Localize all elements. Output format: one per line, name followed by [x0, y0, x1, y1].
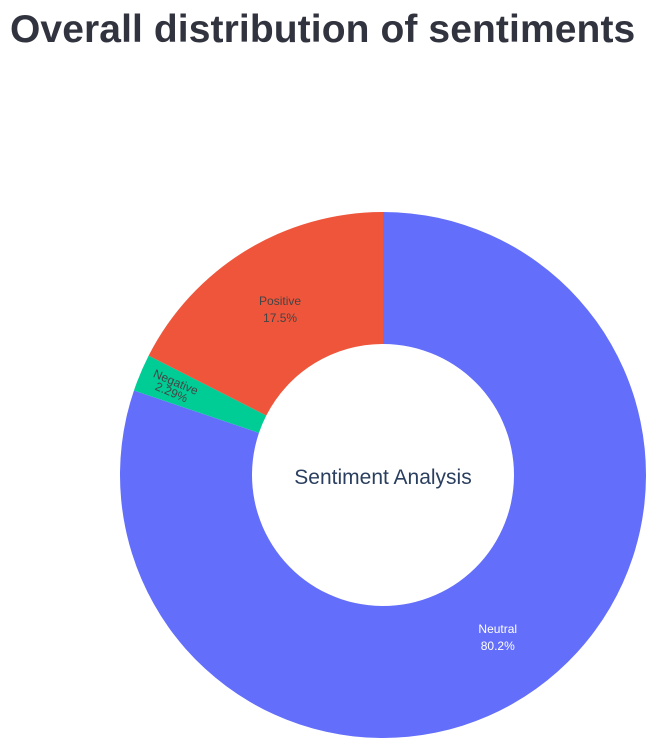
slice-positive[interactable] [148, 212, 383, 416]
slice-neutral[interactable] [119, 212, 647, 738]
slice-category-label: Neutral [478, 622, 517, 636]
slice-negative[interactable] [133, 355, 267, 433]
slice-category-label: Positive [259, 294, 301, 308]
slice-label-neutral: Neutral 80.2% [478, 622, 517, 653]
slice-label-positive: Positive 17.5% [259, 294, 301, 325]
page-title: Overall distribution of sentiments [10, 8, 636, 51]
slice-group [119, 212, 647, 738]
slice-value-label: 17.5% [263, 311, 297, 325]
slice-value-label: 80.2% [481, 639, 515, 653]
center-title: Sentiment Analysis [294, 466, 471, 489]
